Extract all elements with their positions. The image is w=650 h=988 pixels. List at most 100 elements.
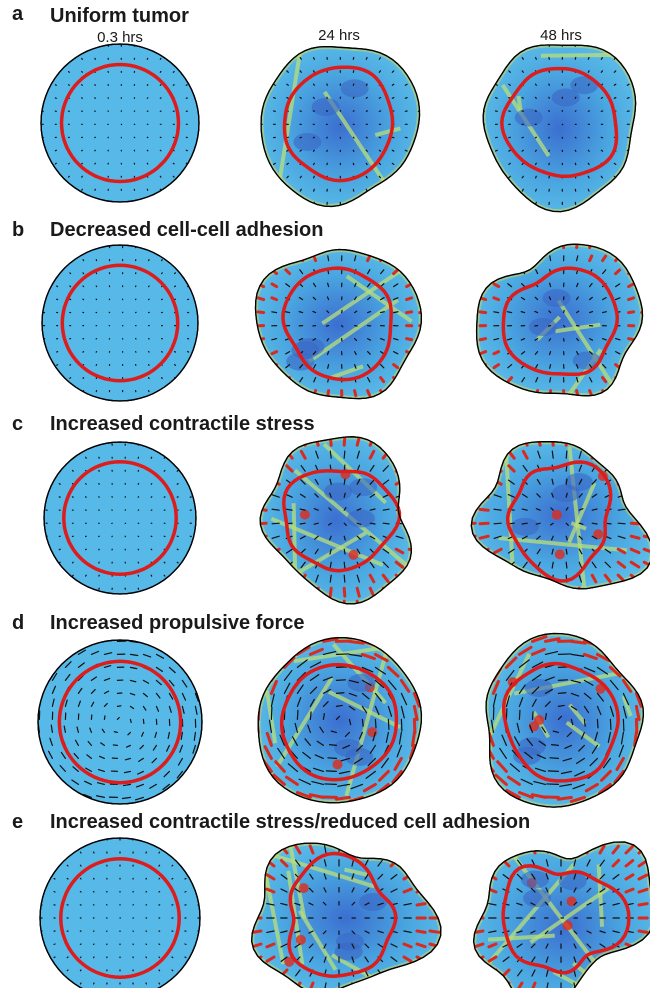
flow-arrow bbox=[392, 31, 393, 33]
flow-arrow bbox=[584, 615, 601, 619]
flow-arrow bbox=[452, 562, 462, 566]
flow-arrow bbox=[54, 57, 57, 60]
flow-arrow bbox=[20, 588, 21, 589]
flow-arrow bbox=[637, 929, 649, 934]
flow-arrow bbox=[286, 46, 289, 47]
flow-arrow bbox=[234, 176, 236, 177]
flow-arrow bbox=[603, 441, 612, 447]
flow-arrow bbox=[44, 233, 45, 234]
flow-arrow bbox=[234, 44, 236, 46]
flow-arrow bbox=[531, 661, 544, 669]
flow-arrow bbox=[545, 873, 549, 880]
flow-arrow bbox=[565, 478, 568, 485]
flow-arrow bbox=[66, 864, 69, 867]
flow-arrow bbox=[637, 968, 649, 977]
flow-arrow bbox=[536, 229, 538, 235]
flow-arrow bbox=[163, 770, 170, 778]
flow-arrow bbox=[274, 31, 276, 33]
flow-arrow bbox=[312, 70, 315, 73]
flow-arrow bbox=[212, 215, 213, 216]
flow-arrow bbox=[20, 601, 21, 602]
flow-arrow bbox=[299, 269, 304, 275]
flow-arrow bbox=[575, 296, 579, 301]
flow-arrow bbox=[47, 750, 54, 760]
flow-arrow bbox=[351, 887, 355, 893]
flow-arrow bbox=[211, 878, 212, 879]
stress-band bbox=[291, 503, 298, 574]
flow-arrow bbox=[378, 70, 382, 73]
flow-arrow bbox=[547, 818, 548, 827]
flow-arrow bbox=[79, 982, 82, 985]
flow-arrow bbox=[493, 618, 508, 629]
flow-arrow bbox=[614, 376, 622, 384]
flow-arrow bbox=[591, 522, 598, 525]
flow-arrow bbox=[612, 956, 620, 962]
flow-arrow bbox=[415, 968, 427, 977]
flow-arrow bbox=[452, 588, 462, 595]
flow-arrow bbox=[260, 436, 268, 447]
flow-arrow bbox=[212, 189, 213, 190]
flow-arrow bbox=[385, 731, 389, 743]
flow-arrow bbox=[618, 423, 624, 432]
flow-arrow bbox=[188, 404, 189, 405]
flow-arrow bbox=[15, 970, 16, 971]
flow-arrow bbox=[520, 244, 527, 250]
flow-arrow bbox=[411, 730, 416, 748]
flow-arrow bbox=[260, 586, 268, 597]
flow-arrow bbox=[478, 363, 488, 370]
flow-arrow bbox=[492, 350, 501, 356]
flow-arrow bbox=[415, 981, 427, 988]
flow-arrow bbox=[159, 84, 162, 86]
flow-arrow bbox=[550, 228, 551, 234]
flow-arrow bbox=[428, 929, 441, 934]
flow-arrow bbox=[415, 845, 427, 855]
flow-arrow bbox=[95, 795, 106, 799]
flow-arrow bbox=[201, 247, 202, 248]
flow-arrow bbox=[503, 802, 521, 808]
low-field-patch bbox=[347, 673, 376, 692]
flow-arrow bbox=[272, 162, 276, 165]
flow-arrow bbox=[467, 614, 481, 628]
flow-arrow bbox=[549, 282, 552, 288]
flow-arrow bbox=[548, 338, 552, 342]
flow-arrow bbox=[616, 450, 626, 460]
flow-arrow bbox=[161, 390, 163, 393]
flow-arrow bbox=[40, 969, 43, 972]
flow-arrow bbox=[588, 351, 593, 355]
flow-arrow bbox=[46, 601, 47, 602]
flow-arrow bbox=[260, 464, 268, 473]
flow-arrow bbox=[545, 859, 549, 867]
flow-arrow bbox=[598, 782, 612, 795]
flow-arrow bbox=[33, 588, 34, 589]
flow-arrow bbox=[573, 873, 577, 880]
initial-boundary-b-t2 bbox=[501, 266, 620, 377]
flow-arrow bbox=[492, 244, 501, 250]
flow-arrow bbox=[636, 810, 650, 824]
flow-arrow bbox=[422, 549, 431, 552]
flow-arrow bbox=[578, 522, 584, 525]
flow-arrow bbox=[291, 736, 298, 747]
flow-arrow bbox=[609, 810, 623, 820]
flow-arrow bbox=[177, 601, 178, 602]
flow-arrow bbox=[435, 536, 445, 538]
flow-arrow bbox=[211, 970, 212, 971]
flow-arrow bbox=[495, 601, 501, 610]
flow-arrow bbox=[403, 902, 412, 906]
flow-arrow bbox=[640, 189, 642, 191]
flow-arrow bbox=[240, 743, 246, 758]
flow-arrow bbox=[274, 18, 276, 20]
flow-arrow bbox=[33, 431, 34, 432]
flow-arrow bbox=[626, 188, 630, 192]
flow-arrow bbox=[492, 268, 501, 276]
flow-arrow bbox=[45, 587, 48, 590]
flow-arrow bbox=[604, 548, 612, 554]
flow-arrow bbox=[285, 364, 291, 369]
flow-arrow bbox=[467, 298, 473, 300]
flow-arrow bbox=[629, 464, 641, 473]
flow-arrow bbox=[51, 685, 57, 695]
flow-arrow bbox=[224, 970, 225, 971]
flow-arrow bbox=[203, 471, 204, 472]
flow-arrow bbox=[160, 215, 161, 216]
flow-arrow bbox=[393, 351, 399, 355]
flow-arrow bbox=[30, 404, 31, 405]
